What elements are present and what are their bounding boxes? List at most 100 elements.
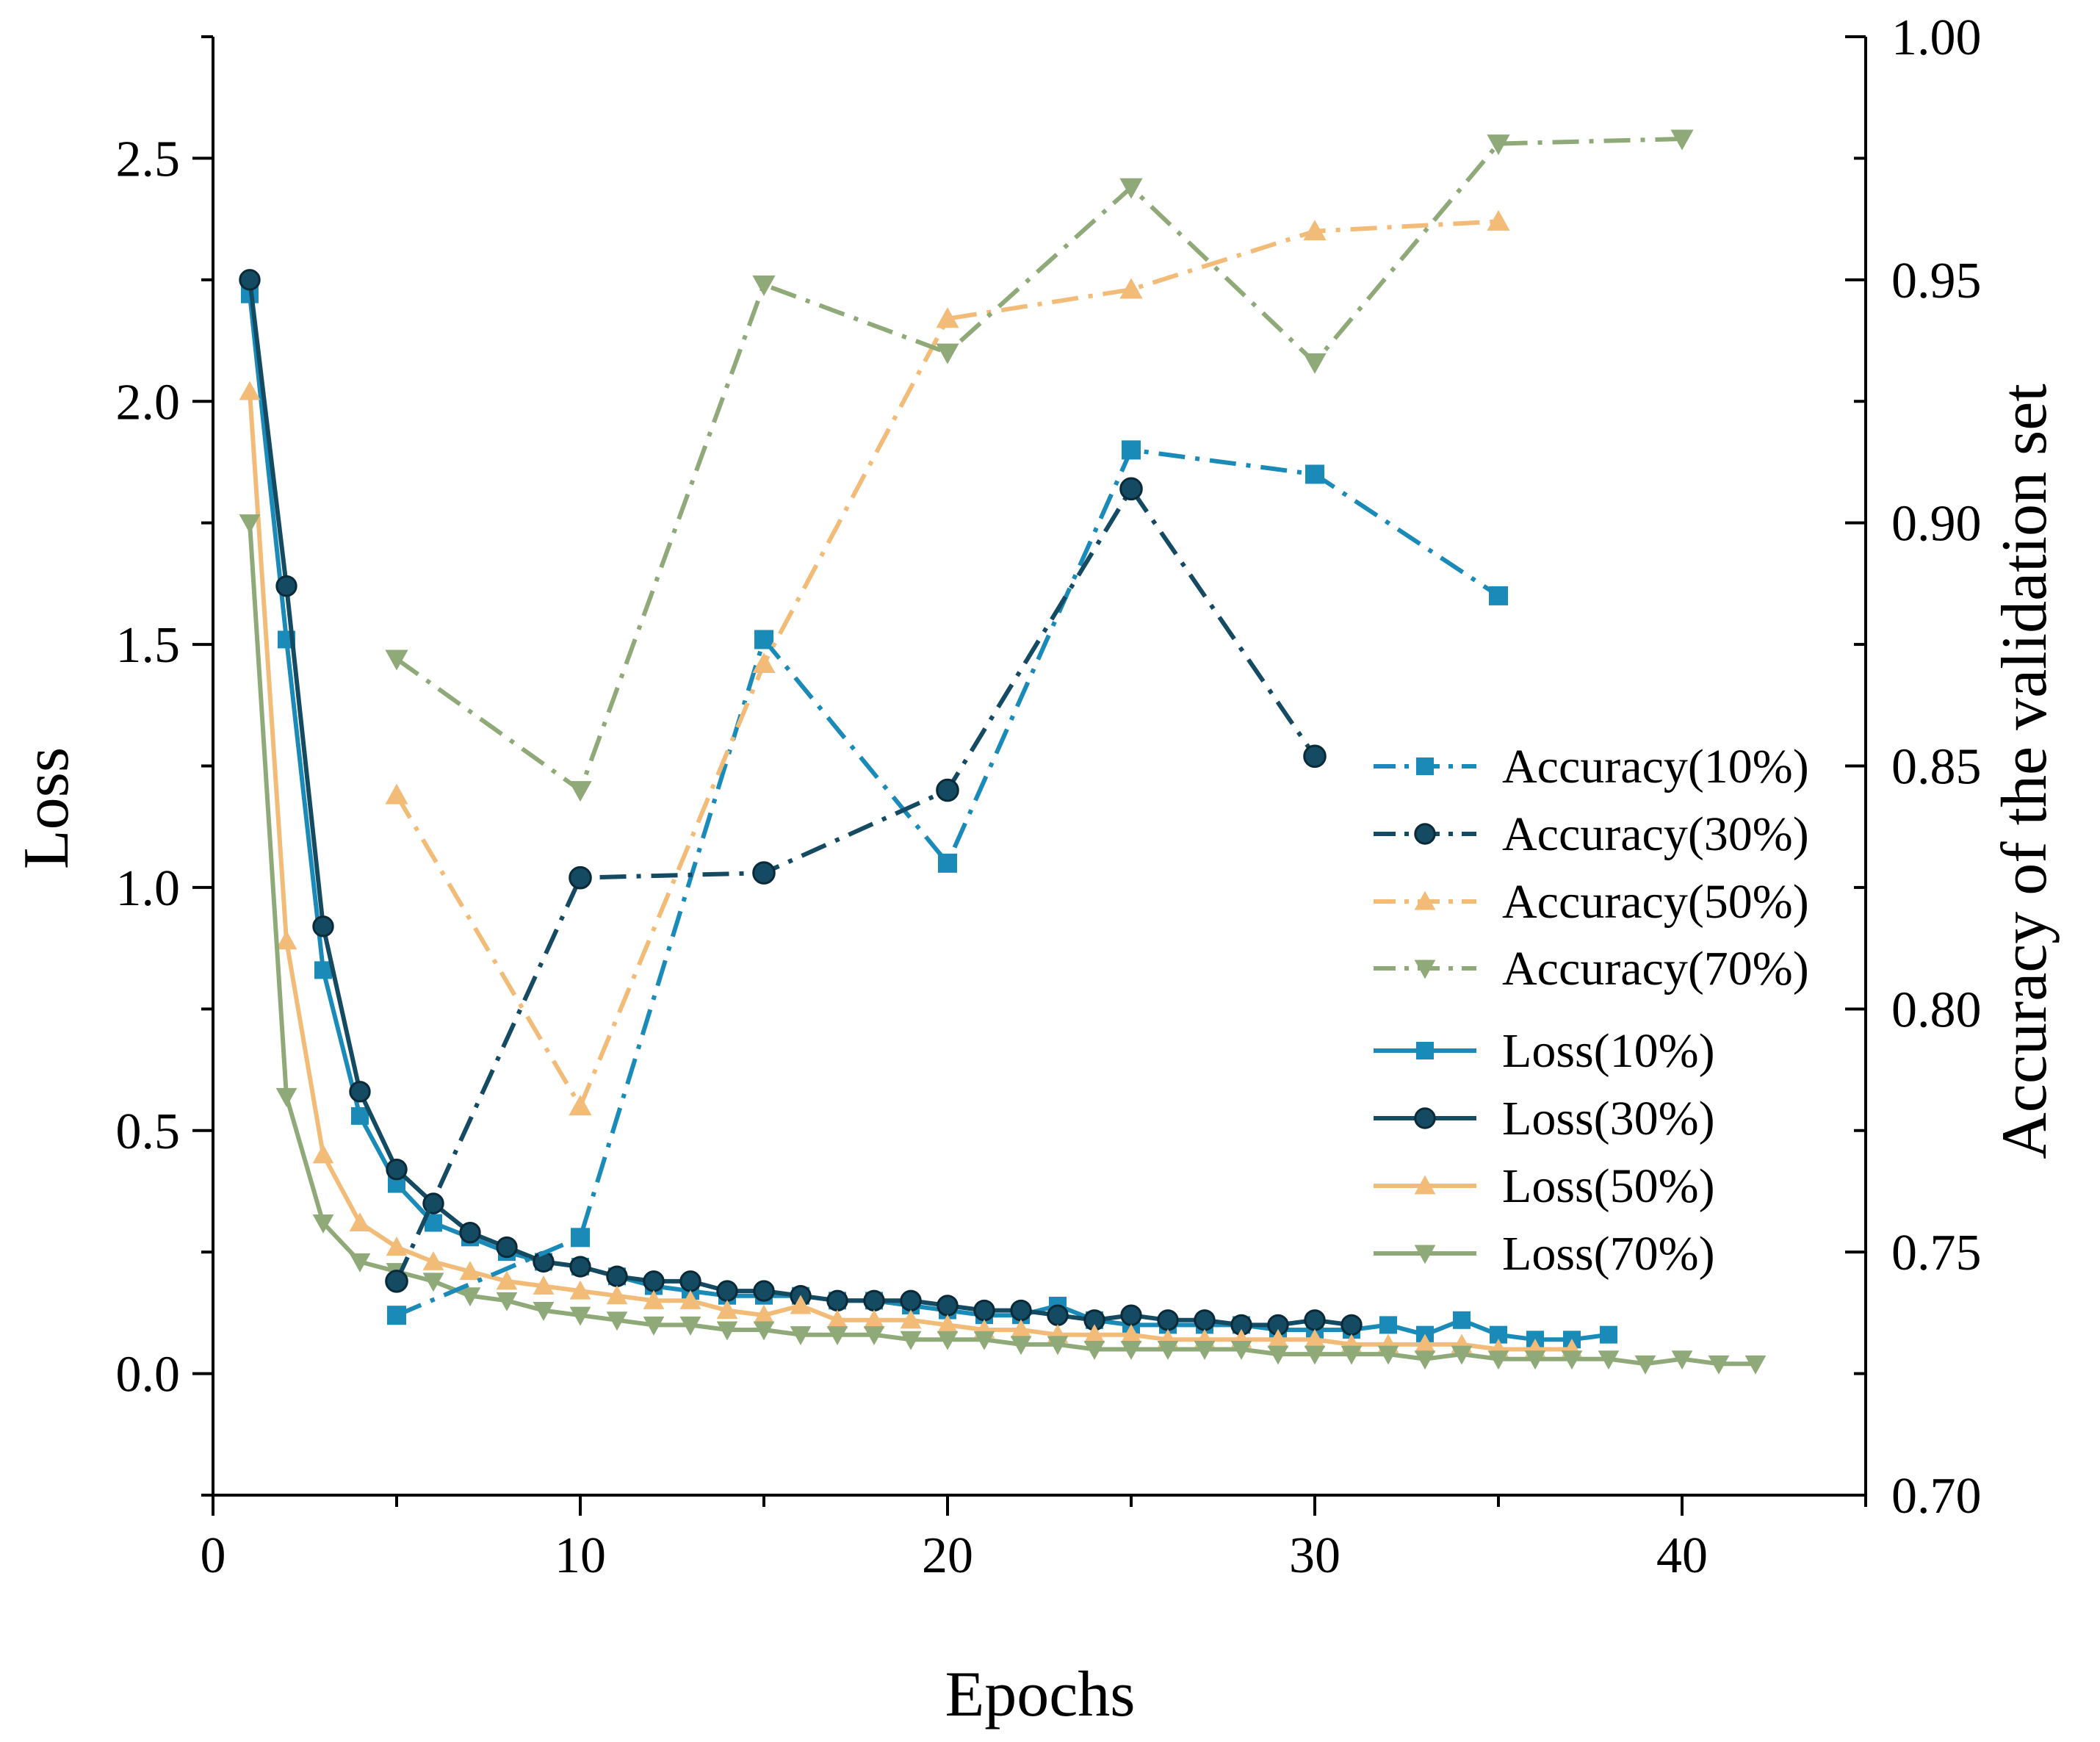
data-point: [716, 1300, 738, 1320]
data-point: [569, 1256, 591, 1278]
legend-item: Loss(10%): [1374, 1024, 1715, 1078]
x-tick-label: 0: [201, 1527, 226, 1584]
data-point: [239, 381, 261, 400]
data-point: [1744, 1355, 1767, 1375]
data-point: [1304, 1345, 1326, 1365]
data-point: [679, 1289, 701, 1309]
axes-layer: 0 10 20 30 40 0.0 0.5 1.0 1.5 2.0 2.5 0.70 0.75 0.80 0…: [116, 10, 1982, 1584]
y-tick-label: 1.5: [116, 617, 181, 674]
data-point: [1010, 1299, 1032, 1322]
data-point: [1267, 1345, 1289, 1365]
legend-item: Accuracy(50%): [1374, 875, 1809, 929]
data-point: [973, 1331, 995, 1350]
series-line: [395, 447, 1500, 1317]
data-point: [275, 575, 297, 597]
x-axis-title: Epochs: [945, 1659, 1135, 1730]
data-point: [351, 1106, 369, 1125]
data-point: [1119, 477, 1143, 501]
data-point: [349, 1253, 371, 1273]
data-point: [1194, 1309, 1216, 1331]
x-tick-label: 10: [555, 1527, 606, 1584]
data-point: [1671, 1350, 1693, 1370]
data-point: [936, 307, 959, 328]
data-point: [716, 1321, 738, 1341]
data-point: [936, 778, 959, 802]
data-point: [569, 865, 592, 890]
data-point: [1010, 1319, 1032, 1339]
series-accuracy-50-: [385, 209, 1510, 1116]
data-point: [569, 781, 592, 802]
data-point: [312, 915, 334, 937]
data-point: [606, 1285, 628, 1305]
data-point: [275, 1087, 297, 1107]
data-point: [643, 1289, 665, 1309]
series-loss-10-: [241, 285, 1617, 1349]
legend-item: Accuracy(10%): [1374, 740, 1809, 793]
data-point: [496, 1236, 518, 1259]
y2-tick-label: 0.95: [1891, 253, 1982, 309]
data-point: [275, 930, 297, 950]
data-point: [937, 1314, 959, 1334]
legend-item: Accuracy(70%): [1374, 942, 1809, 996]
data-point: [863, 1289, 885, 1312]
data-point: [312, 1214, 334, 1234]
data-point: [569, 1095, 592, 1116]
data-point: [1267, 1328, 1289, 1348]
data-point: [606, 1265, 628, 1287]
data-point: [1600, 1325, 1617, 1344]
data-point: [1047, 1304, 1069, 1326]
data-point: [863, 1309, 885, 1329]
legend-label: Loss(10%): [1502, 1024, 1715, 1078]
data-point: [1120, 1324, 1142, 1344]
data-point: [1119, 278, 1143, 299]
data-point: [1489, 586, 1508, 605]
y-tick-label: 0.5: [116, 1104, 181, 1160]
data-point: [1341, 1345, 1363, 1365]
data-point: [1303, 220, 1327, 241]
legend-item: Loss(70%): [1374, 1227, 1715, 1281]
y-axis-title: Loss: [11, 747, 82, 869]
series-accuracy-70-: [385, 129, 1694, 802]
data-point: [239, 269, 261, 291]
data-point: [349, 1081, 371, 1103]
legend-label: Accuracy(10%): [1502, 740, 1809, 793]
data-point: [459, 1261, 481, 1281]
data-point: [679, 1270, 701, 1292]
data-point: [826, 1289, 848, 1312]
data-point: [643, 1270, 665, 1292]
data-point: [571, 1228, 590, 1248]
x-tick-label: 30: [1289, 1527, 1341, 1584]
data-point: [1119, 178, 1143, 199]
data-point: [1230, 1340, 1252, 1360]
y2-tick-label: 1.00: [1891, 10, 1982, 66]
legend-label: Loss(70%): [1502, 1227, 1715, 1281]
data-point: [1120, 1304, 1142, 1326]
data-point: [937, 1295, 959, 1317]
data-point: [1194, 1340, 1216, 1360]
data-point: [863, 1326, 885, 1346]
data-point: [1561, 1350, 1583, 1370]
data-point: [459, 1222, 481, 1244]
series-accuracy-30-: [385, 477, 1327, 1293]
data-point: [1303, 744, 1327, 769]
data-point: [1083, 1324, 1105, 1344]
legend-label: Accuracy(50%): [1502, 875, 1809, 929]
data-point: [1451, 1345, 1473, 1365]
data-point: [1634, 1355, 1656, 1375]
legend: Accuracy(10%) Accuracy(30%) Accuracy(50%) A…: [1374, 740, 1809, 1281]
data-point: [422, 1192, 444, 1214]
data-point: [386, 1158, 408, 1181]
y2-tick-label: 0.80: [1891, 982, 1982, 1038]
data-point: [753, 1280, 775, 1302]
data-point: [1341, 1314, 1363, 1336]
data-point: [422, 1273, 444, 1292]
data-point: [1083, 1340, 1105, 1360]
data-point: [1304, 1328, 1326, 1348]
legend-label: Loss(30%): [1502, 1092, 1715, 1145]
data-point: [826, 1309, 848, 1329]
data-point: [569, 1306, 591, 1326]
y-tick-label: 1.0: [116, 860, 181, 917]
y-tick-label: 0.0: [116, 1347, 181, 1403]
data-point: [643, 1316, 665, 1336]
data-point: [937, 1331, 959, 1350]
